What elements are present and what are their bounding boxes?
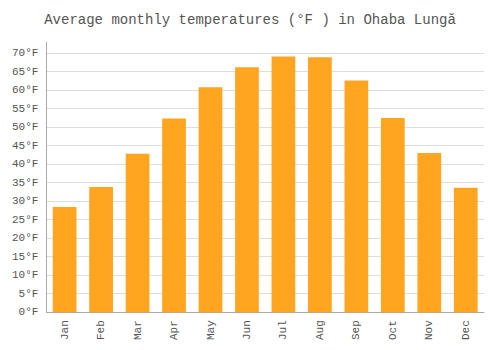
svg-text:20°F: 20°F — [12, 232, 38, 244]
svg-text:15°F: 15°F — [12, 251, 38, 263]
svg-text:Nov: Nov — [423, 320, 435, 340]
svg-text:50°F: 50°F — [12, 121, 38, 133]
svg-text:Aug: Aug — [314, 320, 326, 340]
svg-text:Feb: Feb — [95, 320, 107, 340]
svg-text:70°F: 70°F — [12, 47, 38, 59]
svg-text:35°F: 35°F — [12, 177, 38, 189]
svg-text:60°F: 60°F — [12, 84, 38, 96]
svg-text:Oct: Oct — [387, 320, 399, 340]
svg-text:5°F: 5°F — [19, 288, 39, 300]
svg-text:30°F: 30°F — [12, 195, 38, 207]
svg-text:65°F: 65°F — [12, 66, 38, 78]
svg-text:25°F: 25°F — [12, 214, 38, 226]
svg-text:May: May — [205, 320, 217, 340]
svg-text:0°F: 0°F — [19, 306, 39, 318]
svg-text:45°F: 45°F — [12, 140, 38, 152]
svg-text:Jul: Jul — [277, 320, 289, 340]
svg-text:Dec: Dec — [460, 320, 472, 340]
svg-text:Mar: Mar — [132, 320, 144, 340]
svg-text:40°F: 40°F — [12, 158, 38, 170]
svg-text:10°F: 10°F — [12, 269, 38, 281]
svg-text:Jan: Jan — [59, 320, 71, 340]
svg-text:55°F: 55°F — [12, 103, 38, 115]
svg-text:Jun: Jun — [241, 320, 253, 340]
svg-text:Apr: Apr — [168, 320, 180, 340]
svg-text:Sep: Sep — [350, 320, 362, 340]
svg-text:Average monthly temperatures (: Average monthly temperatures (°F ) in Oh… — [44, 12, 456, 28]
